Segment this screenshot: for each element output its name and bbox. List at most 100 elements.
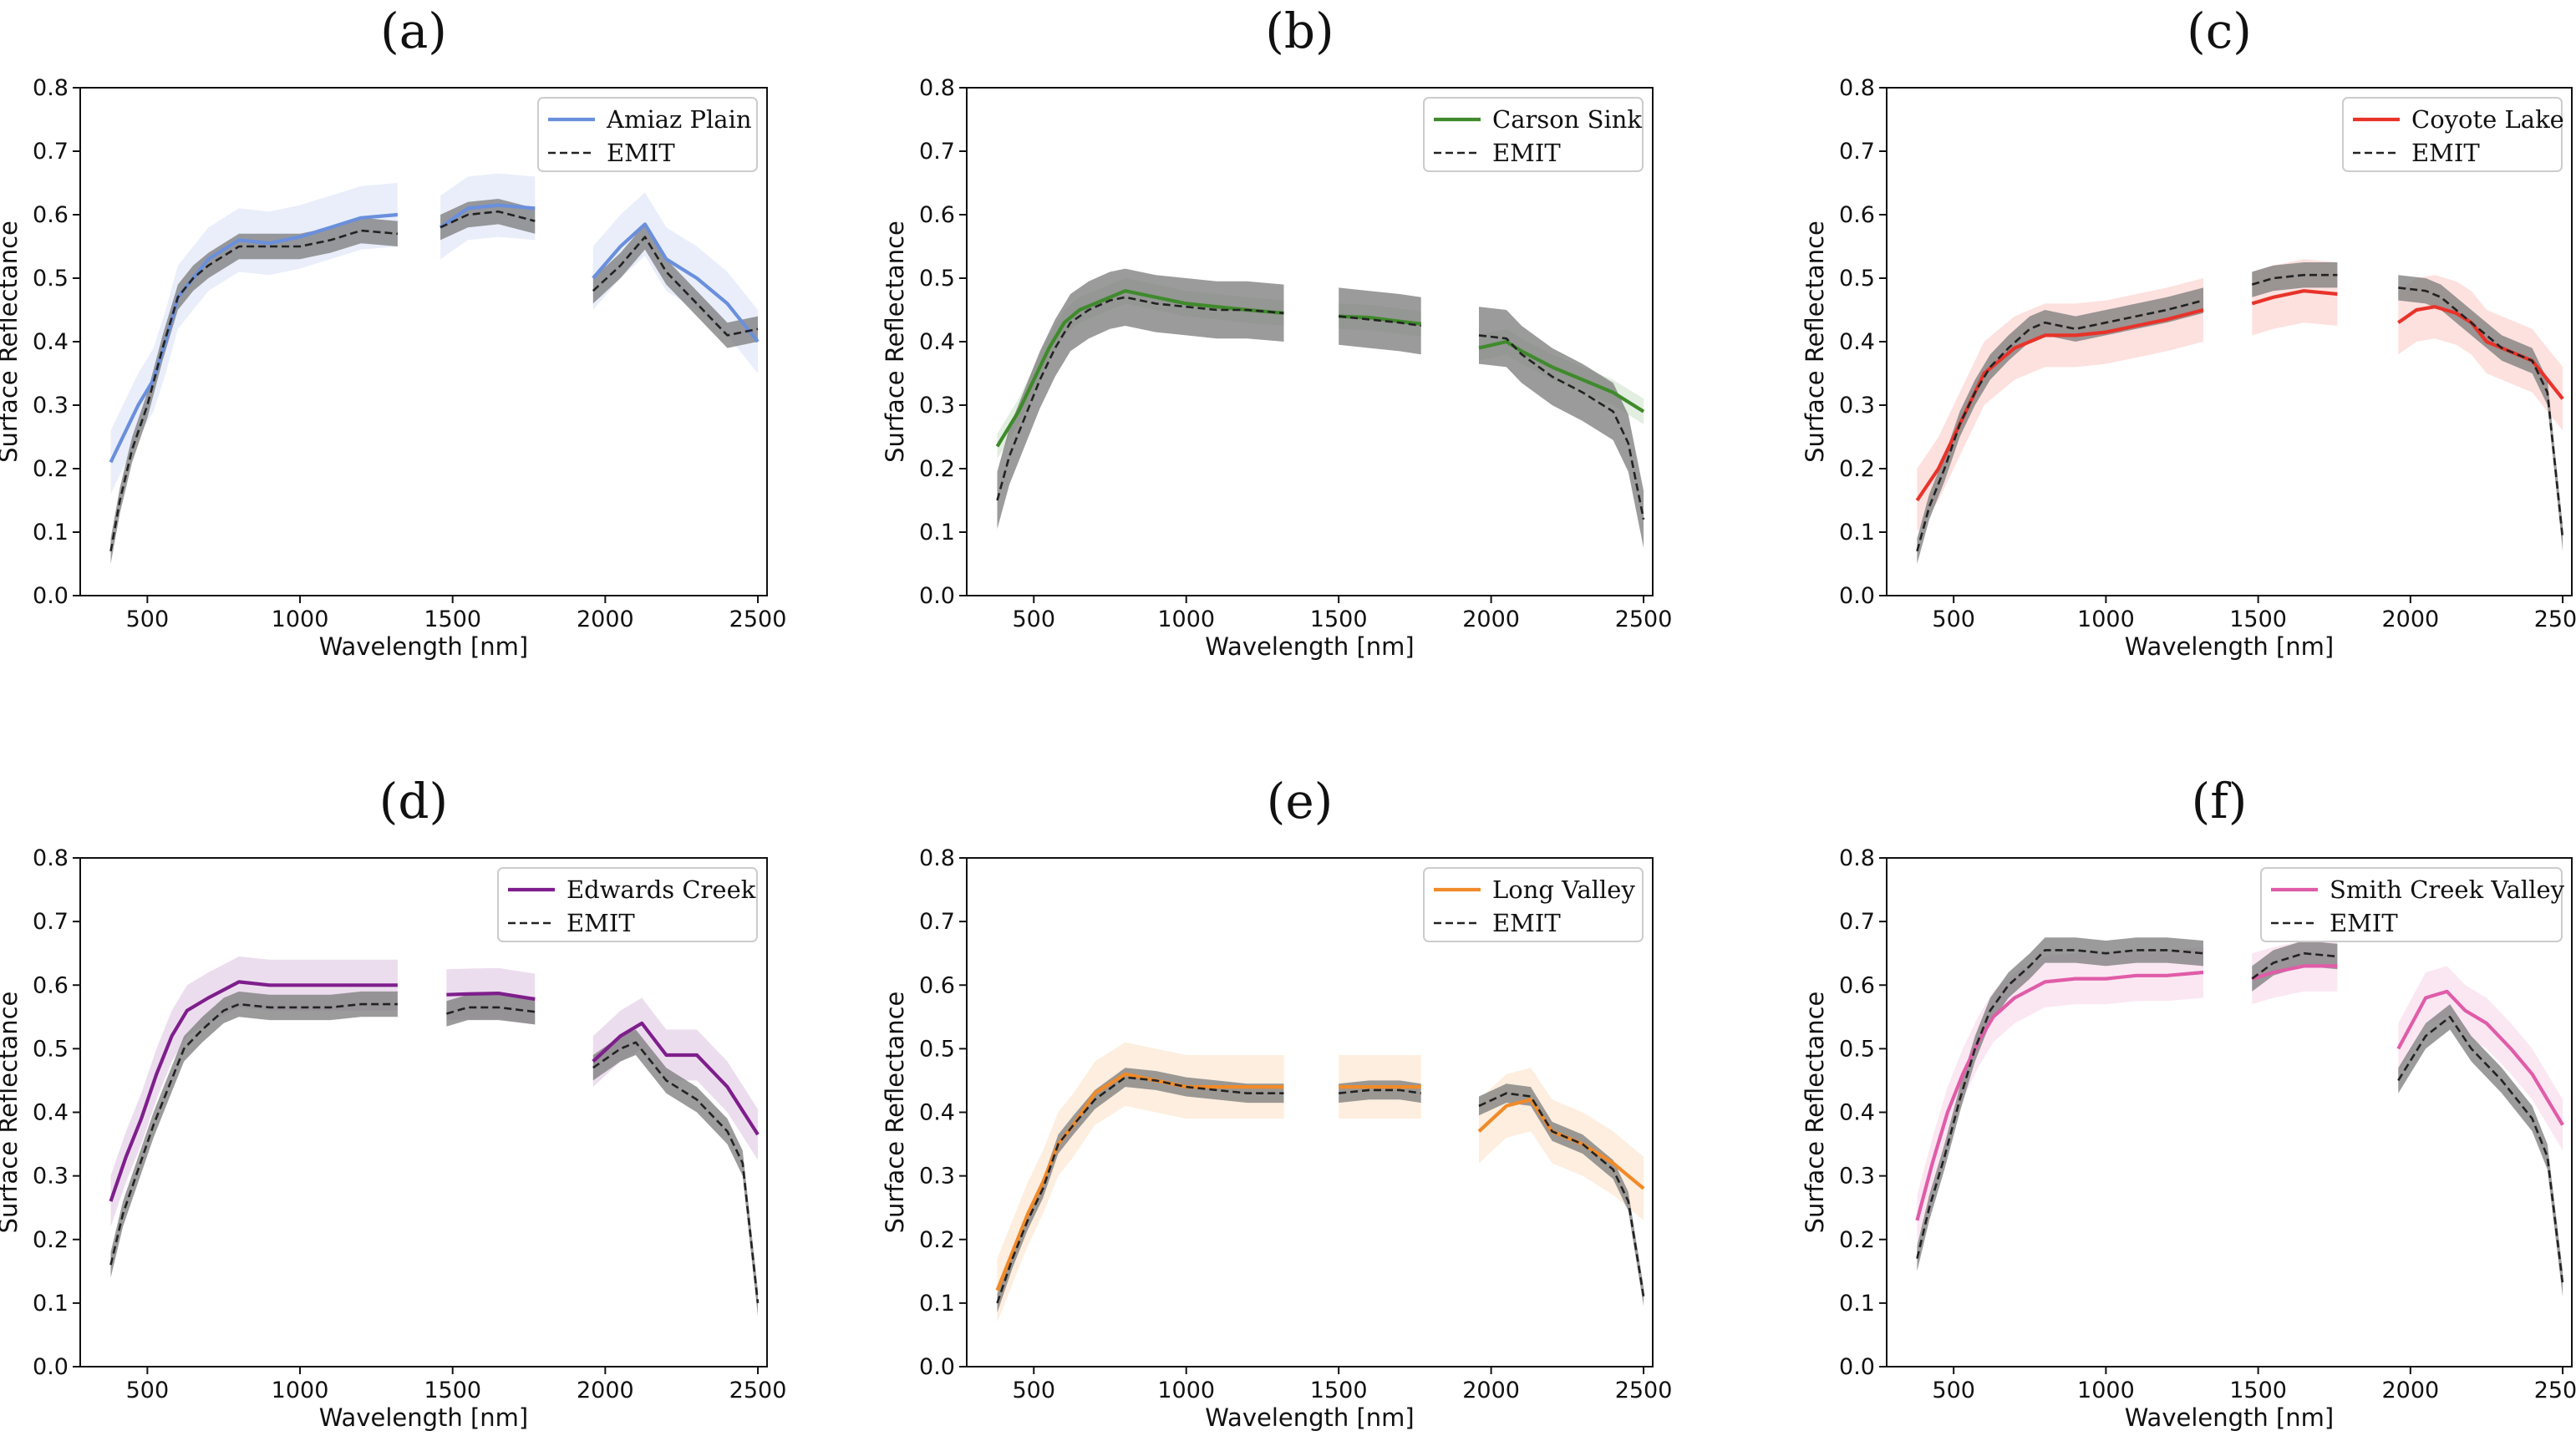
x-tick-label: 2000: [577, 606, 634, 632]
series-line-site: [2251, 289, 2338, 306]
y-tick-label: 0.1: [919, 520, 955, 545]
x-tick-label: 1500: [424, 606, 481, 632]
y-tick-label: 0.2: [919, 1227, 955, 1253]
legend-label: Carson Sink: [1492, 105, 1642, 134]
panel-label: (a): [380, 3, 447, 59]
y-tick-label: 0.4: [1839, 329, 1875, 355]
y-tick-label: 0.5: [33, 1036, 69, 1062]
series-line-emit: [996, 1076, 1284, 1304]
x-tick-label: 500: [126, 606, 170, 632]
legend-label: EMIT: [607, 139, 675, 167]
y-tick-label: 0.8: [1839, 75, 1875, 101]
series-line-site: [446, 992, 536, 1002]
y-tick-label: 0.2: [1839, 1227, 1875, 1253]
series-line-emit: [109, 229, 399, 552]
chart-panel-b: (b) 500 1000 1500 2000 2500 0.0 0.1 0.2 0.3 0.4 0.5…: [881, 3, 1672, 661]
band-emit: [446, 994, 536, 1027]
x-tick-label: 1500: [424, 1378, 481, 1403]
x-tick-label: 2000: [577, 1378, 634, 1403]
series-line-emit: [109, 1002, 398, 1266]
band-emit: [1917, 287, 2203, 564]
series-line-emit: [2397, 1016, 2564, 1285]
y-tick-label: 0.4: [33, 1100, 69, 1126]
chart-panel-f: (f) 500 1000 1500 2000 2500 0.0 0.1 0.2 0.3 0.4 0.5…: [1801, 773, 2576, 1432]
plot-area: [995, 268, 1645, 548]
x-tick-label: 2000: [1462, 1378, 1520, 1403]
y-tick-label: 0.5: [33, 266, 69, 292]
x-tick-label: 1500: [2229, 606, 2287, 632]
x-tick-label: 2000: [1462, 606, 1520, 632]
y-tick-label: 0.3: [919, 1164, 955, 1190]
legend-label: Edwards Creek: [567, 875, 756, 904]
band-emit: [1479, 1083, 1644, 1307]
y-tick-label: 0.1: [1839, 1291, 1875, 1317]
x-tick-label: 500: [1013, 606, 1056, 632]
y-tick-label: 0.0: [919, 1354, 955, 1380]
y-tick-label: 0.8: [33, 845, 69, 871]
series-line-site: [995, 1072, 1284, 1291]
series-line-emit: [2251, 951, 2338, 980]
x-axis-label: Wavelength [nm]: [1205, 1403, 1415, 1432]
y-axis-label: Surface Reflectance: [1801, 221, 1829, 463]
series-line-site: [592, 1021, 760, 1136]
y-tick-label: 0.6: [33, 202, 69, 228]
series-line-emit: [1478, 1092, 1645, 1297]
series-line-site: [439, 203, 536, 229]
legend-label: EMIT: [2330, 909, 2398, 937]
plot-area: [1915, 259, 2564, 564]
panel-label: (c): [2187, 3, 2252, 59]
x-tick-label: 500: [1013, 1378, 1056, 1403]
y-tick-label: 0.0: [33, 1354, 69, 1380]
band-emit: [997, 268, 1284, 530]
chart-panel-c: (c) 500 1000 1500 2000 2500 0.0 0.1 0.2 0.3 0.4 0.5…: [1801, 3, 2576, 661]
x-tick-label: 2500: [2534, 606, 2576, 632]
legend: Long Valley EMIT: [1423, 867, 1644, 942]
y-axis-label: Surface Reflectance: [0, 221, 23, 463]
y-tick-label: 0.1: [33, 1291, 69, 1317]
y-tick-label: 0.4: [1839, 1100, 1875, 1126]
y-tick-label: 0.2: [33, 456, 69, 482]
band-emit: [2252, 941, 2338, 992]
series-line-emit: [446, 1006, 536, 1015]
y-tick-label: 0.7: [1839, 139, 1875, 165]
x-axis-label: Wavelength [nm]: [1205, 632, 1415, 661]
y-tick-label: 0.5: [919, 1036, 955, 1062]
x-tick-label: 1000: [2077, 606, 2135, 632]
chart-panel-d: (d) 500 1000 1500 2000 2500 0.0 0.1 0.2 0.3 0.4 0.5…: [0, 773, 786, 1432]
y-tick-label: 0.0: [1839, 583, 1875, 609]
y-tick-label: 0.4: [33, 329, 69, 355]
y-tick-label: 0.3: [1839, 1164, 1875, 1190]
legend-label: EMIT: [567, 909, 635, 937]
x-axis-label: Wavelength [nm]: [319, 632, 529, 661]
y-tick-label: 0.3: [33, 1164, 69, 1190]
chart-panel-e: (e) 500 1000 1500 2000 2500 0.0 0.1 0.2 0.3 0.4 0.5…: [881, 773, 1672, 1432]
y-tick-label: 0.8: [1839, 845, 1875, 871]
x-tick-label: 2500: [729, 1378, 787, 1403]
legend-label: Amiaz Plain: [606, 105, 752, 134]
x-tick-label: 500: [1932, 1378, 1975, 1403]
legend-box: [537, 97, 758, 172]
y-tick-label: 0.6: [1839, 202, 1875, 228]
y-tick-label: 0.5: [1839, 266, 1875, 292]
y-tick-label: 0.4: [919, 329, 955, 355]
series-line-site: [1915, 970, 2204, 1221]
y-tick-label: 0.8: [919, 845, 955, 871]
series-line-site: [995, 289, 1284, 448]
y-tick-label: 0.6: [919, 972, 955, 998]
legend: Edwards Creek EMIT: [497, 867, 758, 942]
y-tick-label: 0.1: [1839, 520, 1875, 545]
y-tick-label: 0.2: [919, 456, 955, 482]
y-axis-label: Surface Reflectance: [881, 992, 909, 1234]
x-tick-label: 2500: [1615, 1378, 1673, 1403]
series-line-site: [2251, 964, 2338, 981]
y-tick-label: 0.8: [919, 75, 955, 101]
y-tick-label: 0.3: [33, 393, 69, 419]
legend-label: EMIT: [1492, 139, 1561, 167]
y-axis-label: Surface Reflectance: [881, 221, 909, 463]
x-tick-label: 1000: [1157, 606, 1215, 632]
series-line-emit: [1916, 949, 2204, 1259]
y-tick-label: 0.6: [1839, 972, 1875, 998]
y-tick-label: 0.0: [33, 583, 69, 609]
x-tick-label: 1500: [1310, 1378, 1368, 1403]
